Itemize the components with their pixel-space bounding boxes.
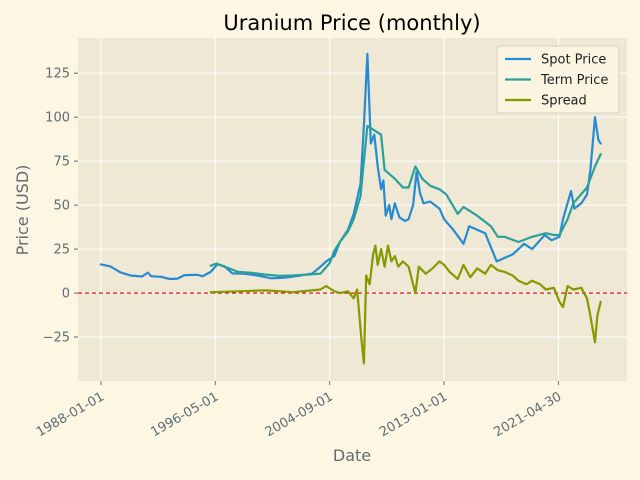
- grid: [78, 38, 627, 381]
- term-price-series-line: [209, 124, 602, 277]
- spread-series-line: [209, 244, 602, 365]
- x-tick-label: 1988-01-01: [34, 389, 107, 440]
- x-axis-label: Date: [333, 446, 371, 465]
- y-tick-label: 0: [62, 287, 70, 302]
- x-tick-label: 2021-04-30: [491, 389, 564, 440]
- legend-label-spot-price: Spot Price: [541, 53, 606, 68]
- y-tick-label: 25: [53, 243, 70, 258]
- chart-title: Uranium Price (monthly): [223, 11, 480, 35]
- legend-label-term-price: Term Price: [540, 73, 608, 88]
- x-tick-label: 2004-09-01: [263, 389, 336, 440]
- y-tick-label: 125: [45, 67, 70, 82]
- y-tick-label: 100: [45, 111, 70, 126]
- y-axis-label: Price (USD): [13, 165, 32, 256]
- series-layer: [99, 52, 602, 365]
- x-tick-label: 2013-01-01: [377, 389, 450, 440]
- legend-box: [496, 45, 620, 114]
- y-tick-label: −25: [43, 331, 70, 346]
- legend-label-spread: Spread: [541, 94, 587, 109]
- x-axis-ticks: 1988-01-01 1996-05-01 2004-09-01 2013-01-01…: [34, 381, 564, 440]
- y-tick-label: 50: [53, 199, 70, 214]
- legend: Spot Price Term Price Spread: [496, 45, 620, 114]
- x-tick-label: 1996-05-01: [148, 389, 221, 440]
- y-axis-ticks: −25 0 25 50 75 100 125: [43, 67, 78, 346]
- y-tick-label: 75: [53, 155, 70, 170]
- spot-price-series-line: [99, 52, 602, 281]
